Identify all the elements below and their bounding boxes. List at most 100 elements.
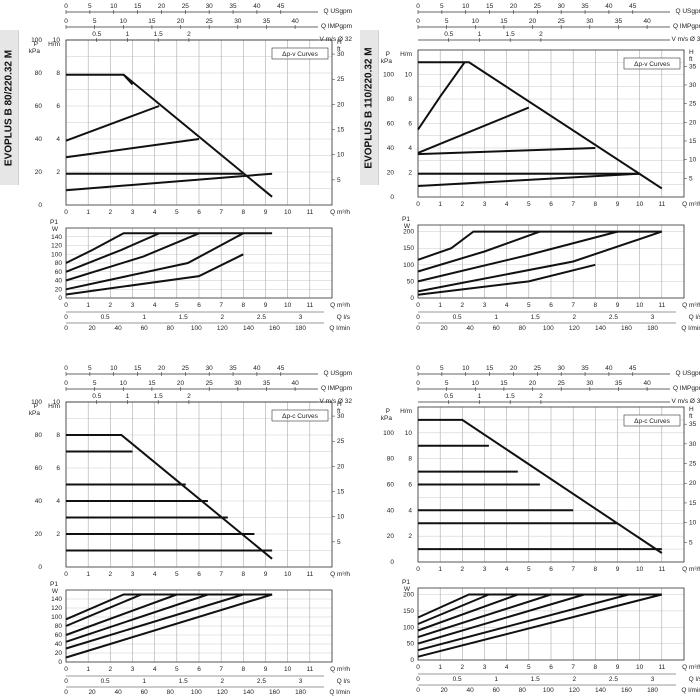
ft-tick-label: 5 (337, 177, 341, 184)
ft-tick-label: 20 (337, 101, 345, 108)
usgpm-tick-label: 0 (416, 365, 420, 372)
q2-tick-label: 9 (616, 664, 620, 671)
q-tick-label: 10 (636, 201, 644, 208)
ft-label: ft (689, 413, 693, 420)
q2-tick-label: 8 (242, 302, 246, 309)
q-tick-label: 5 (527, 566, 531, 573)
q-tick-label: 11 (658, 201, 665, 208)
ft-tick-label: 20 (689, 480, 697, 487)
impgpm-tick-label: 0 (64, 380, 68, 387)
v-tick-label: 0.5 (92, 393, 101, 400)
impgpm-tick-label: 20 (177, 18, 185, 25)
ft-tick-label: 20 (337, 463, 345, 470)
v-tick-label: 1.5 (506, 393, 515, 400)
hm-tick-label: 10 (405, 72, 413, 79)
power-series-3 (65, 593, 209, 643)
lmin-axis-title: Q l/min (681, 687, 700, 694)
p1-tick-label: 40 (55, 641, 63, 648)
w-label: W (404, 586, 411, 593)
q2-tick-label: 6 (549, 302, 553, 309)
usgpm-tick-label: 35 (229, 3, 237, 10)
v-tick-label: 1.5 (506, 31, 515, 38)
usgpm-tick-label: 20 (510, 3, 518, 10)
w-label: W (404, 223, 411, 230)
power-series-0 (65, 593, 273, 621)
q2-axis-title: Q m³/h (330, 666, 350, 673)
p1-tick-label: 200 (403, 592, 414, 599)
q-tick-label: 0 (64, 209, 68, 216)
ft-tick-label: 15 (689, 500, 697, 507)
ft-tick-label: 5 (337, 539, 341, 546)
impgpm-tick-label: 35 (263, 380, 271, 387)
q2-tick-label: 8 (242, 666, 246, 673)
ft-tick-label: 25 (689, 101, 697, 108)
ls-tick-label: 1 (494, 314, 498, 321)
lmin-tick-label: 160 (621, 325, 632, 332)
ft-h-label: H (337, 401, 342, 408)
ls-tick-label: 0.5 (101, 314, 110, 321)
q2-tick-label: 0 (416, 664, 420, 671)
ft-tick-label: 5 (689, 175, 693, 182)
q-tick-label: 7 (571, 566, 575, 573)
head-series-4 (417, 61, 466, 131)
usgpm-tick-label: 45 (277, 3, 285, 10)
lmin-tick-label: 40 (115, 325, 123, 332)
power-series-2 (65, 593, 178, 636)
kpa-tick-label: 40 (387, 145, 395, 152)
ls-tick-label: 0 (64, 314, 68, 321)
ls-tick-label: 3 (299, 678, 303, 685)
ls-tick-label: 0 (64, 678, 68, 685)
hm-tick-label: 2 (56, 169, 60, 176)
usgpm-tick-label: 0 (64, 3, 68, 10)
lmin-tick-label: 180 (647, 687, 658, 694)
power-series-4 (65, 593, 244, 650)
impgpm-axis-title: Q IMPgpm (321, 385, 352, 392)
usgpm-tick-label: 40 (253, 365, 261, 372)
ls-axis-title: Q l/s (337, 678, 351, 685)
impgpm-tick-label: 10 (472, 18, 480, 25)
usgpm-tick-label: 40 (605, 365, 613, 372)
q-axis-title: Q m³/h (682, 566, 700, 573)
ls-tick-label: 1.5 (179, 314, 188, 321)
hm-label: H/m (48, 403, 60, 410)
hm-label: H/m (400, 51, 412, 58)
impgpm-tick-label: 10 (120, 18, 128, 25)
q2-tick-label: 8 (594, 664, 598, 671)
ft-tick-label: 20 (689, 119, 697, 126)
power-series-1 (65, 232, 160, 273)
w-label: W (52, 588, 59, 595)
kpa-tick-label: 60 (387, 482, 395, 489)
head-frame (65, 39, 333, 206)
ls-tick-label: 3 (651, 314, 655, 321)
impgpm-tick-label: 30 (586, 380, 594, 387)
head-frame (417, 49, 685, 198)
usgpm-tick-label: 30 (206, 365, 214, 372)
ls-tick-label: 0 (416, 314, 420, 321)
p1-tick-label: 0 (58, 659, 62, 666)
ls-axis-title: Q l/s (689, 676, 700, 683)
q-tick-label: 7 (219, 209, 223, 216)
impgpm-tick-label: 5 (93, 18, 97, 25)
v-axis-title: V m/s Ø 32 (671, 36, 700, 43)
lmin-tick-label: 100 (191, 325, 202, 332)
power-series-3 (417, 230, 663, 293)
q-tick-label: 8 (594, 566, 598, 573)
head-series-0 (65, 172, 273, 192)
q-tick-label: 4 (505, 201, 509, 208)
v-tick-label: 2 (539, 31, 543, 38)
v-tick-label: 1.5 (154, 31, 163, 38)
q2-tick-label: 3 (483, 664, 487, 671)
q-axis-title: Q m³/h (330, 571, 350, 578)
v-tick-label: 0.5 (444, 31, 453, 38)
q-tick-label: 0 (64, 571, 68, 578)
kpa-tick-label: 80 (387, 456, 395, 463)
lmin-tick-label: 20 (88, 689, 96, 696)
q2-tick-label: 1 (438, 302, 442, 309)
lmin-tick-label: 60 (141, 325, 149, 332)
ls-tick-label: 1 (494, 676, 498, 683)
lmin-tick-label: 160 (269, 325, 280, 332)
hm-label: H/m (400, 408, 412, 415)
q2-tick-label: 5 (527, 302, 531, 309)
head-series-0 (66, 434, 273, 560)
